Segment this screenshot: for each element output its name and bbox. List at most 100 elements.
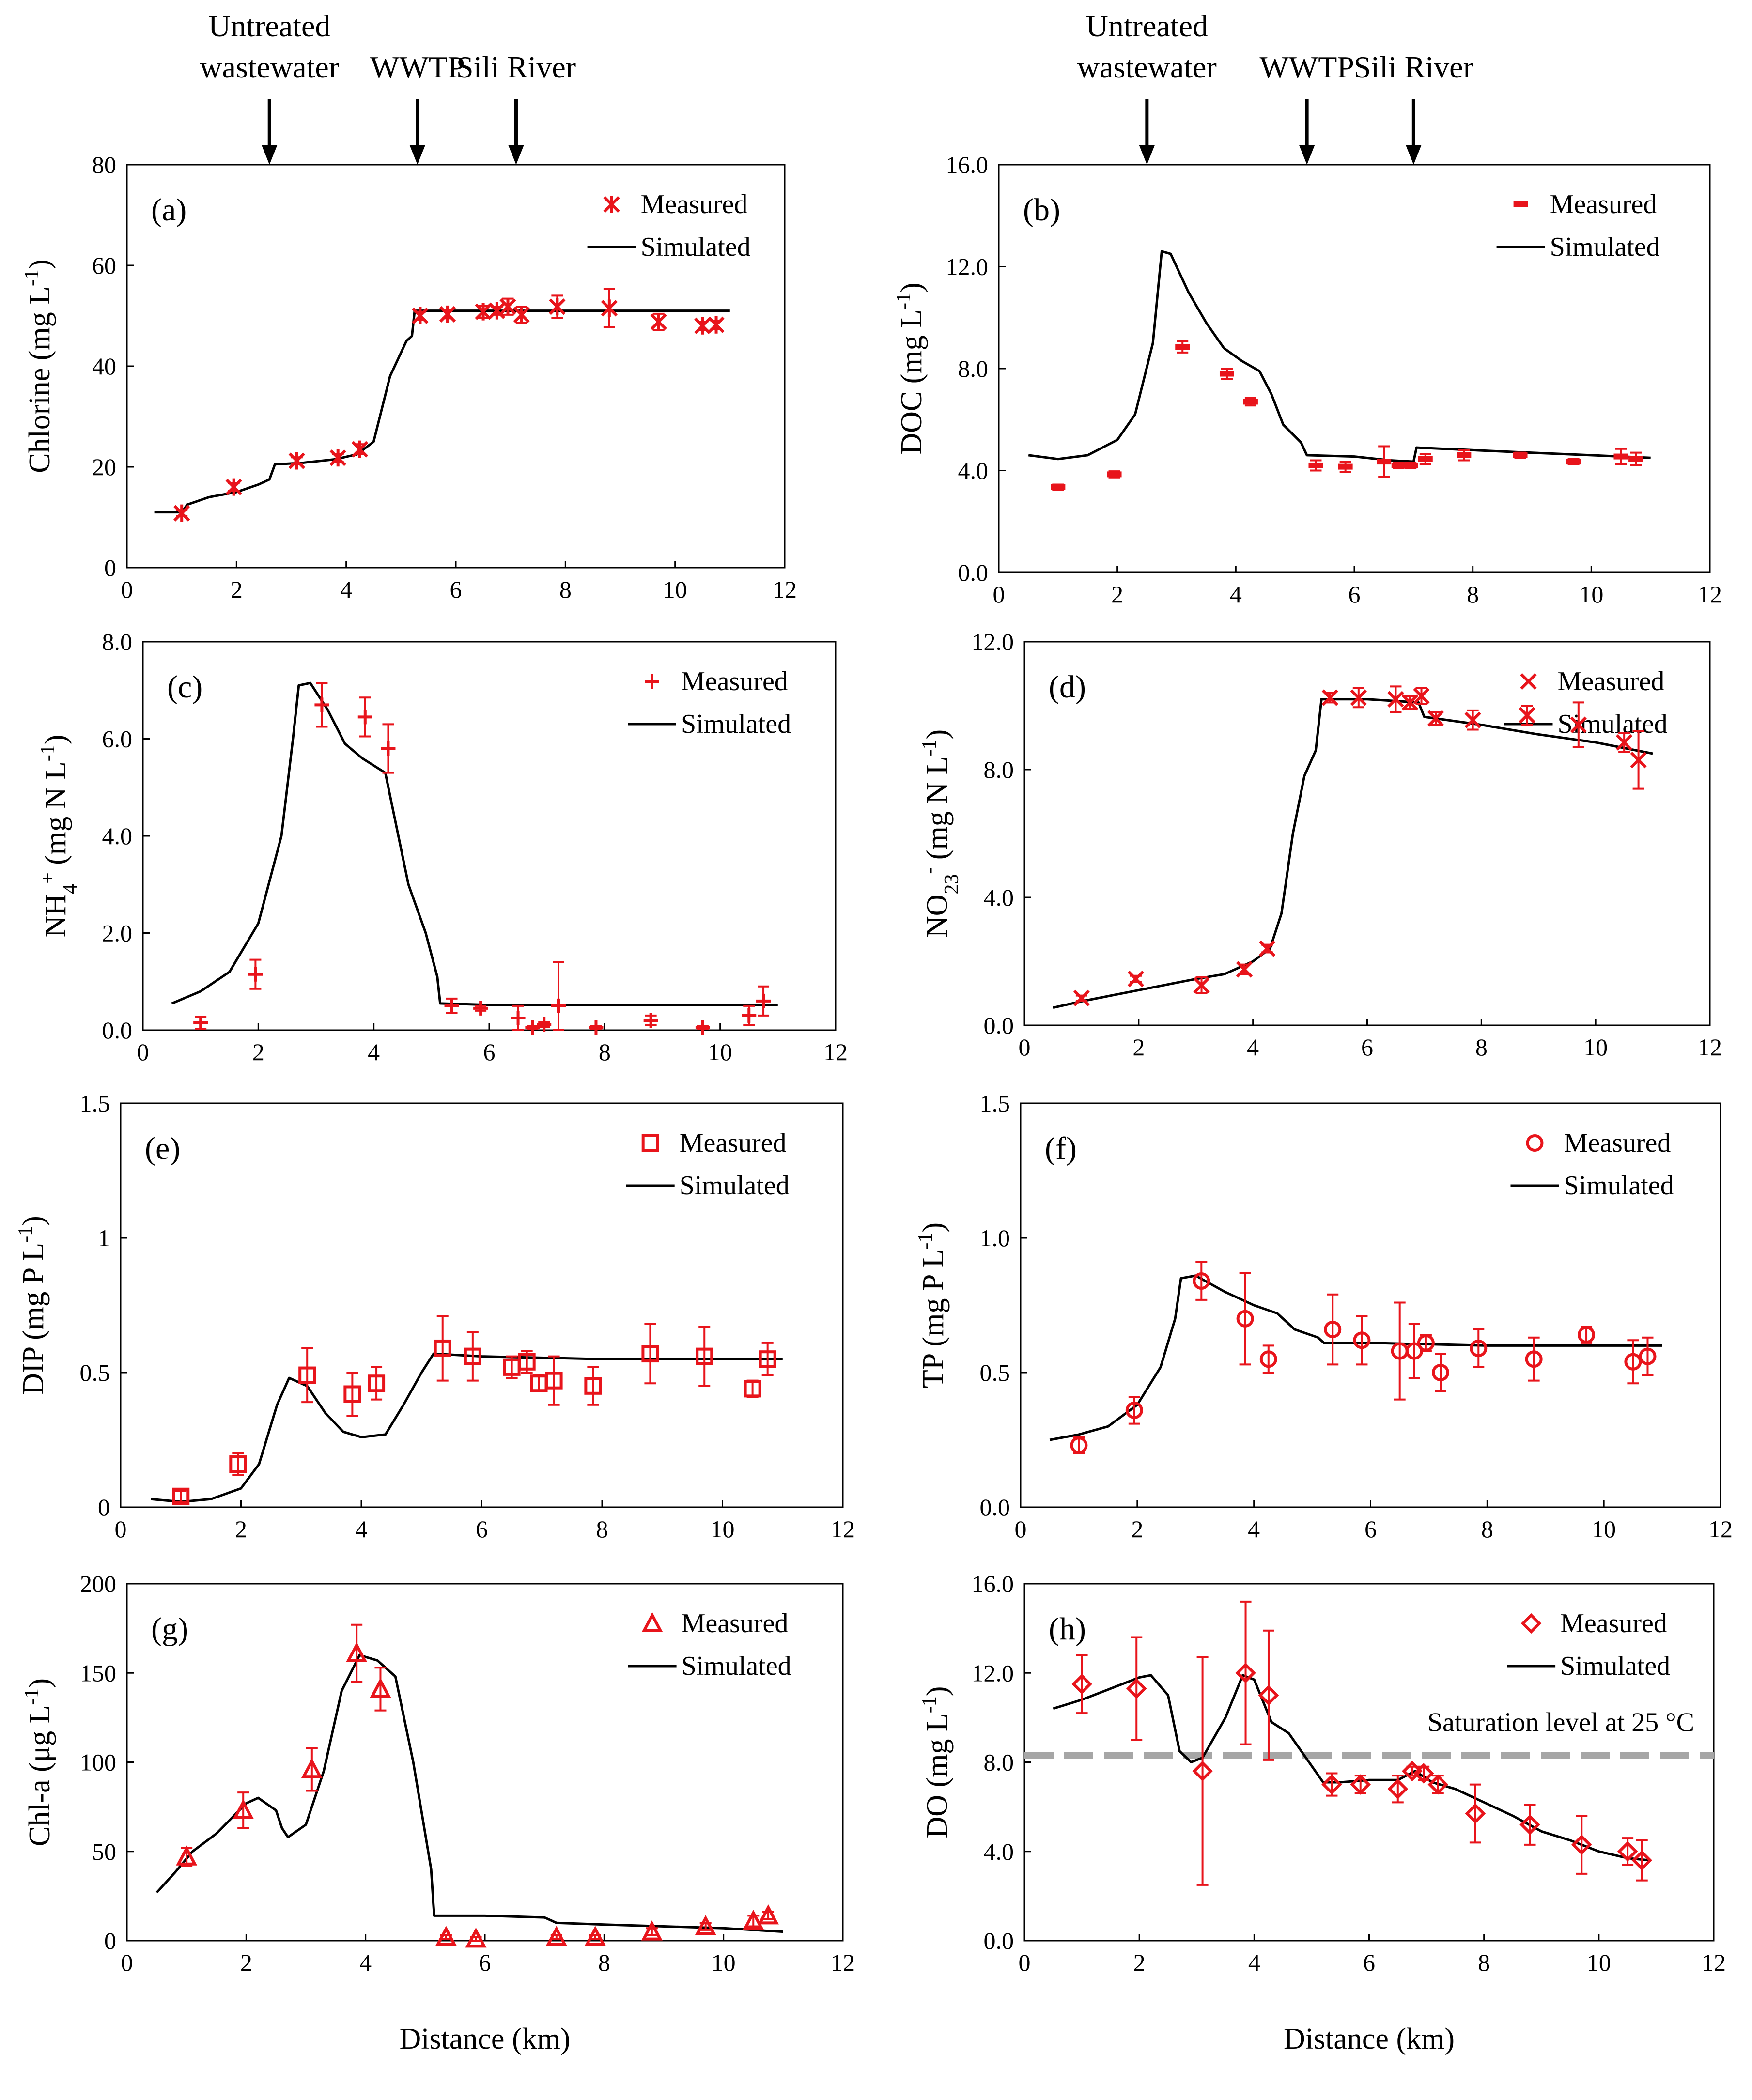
x-tick-label-g-3: 6 — [479, 1949, 491, 1976]
marker-g-6 — [465, 1927, 487, 1948]
marker-e-6 — [464, 1347, 481, 1365]
marker-b-14 — [1613, 453, 1628, 460]
x-tick-label-e-1: 2 — [235, 1515, 247, 1543]
y-tick-label-h-4: 16.0 — [972, 1570, 1014, 1597]
marker-f-5 — [1324, 1321, 1342, 1339]
x-tick-label-d-0: 0 — [1019, 1034, 1031, 1061]
x-tick-label-e-4: 8 — [596, 1515, 608, 1543]
error-bar-h-13 — [1576, 1815, 1588, 1875]
annotation-arrowhead-right-2 — [1406, 145, 1422, 165]
y-label-main: TP (mg P L — [917, 1250, 950, 1388]
panel-label-a: (a) — [151, 192, 186, 228]
marker-e-13 — [696, 1347, 713, 1365]
marker-h-13 — [1571, 1834, 1592, 1855]
x-tick-label-e-6: 12 — [831, 1515, 855, 1543]
marker-d-legend — [1520, 673, 1537, 690]
error-bar-f-8 — [1408, 1323, 1420, 1379]
y-label-tail: ) — [17, 1216, 50, 1226]
x-tick-label-b-0: 0 — [993, 581, 1005, 608]
y-tick-label-a-3: 60 — [92, 252, 116, 279]
marker-d-4 — [1259, 940, 1276, 957]
y-label-sup: -1 — [21, 1688, 43, 1705]
x-tick-label-c-0: 0 — [137, 1038, 149, 1065]
x-tick-label-c-4: 8 — [599, 1038, 611, 1065]
x-tick-label-f-2: 4 — [1248, 1515, 1260, 1543]
y-tick-label-e-2: 1 — [98, 1224, 110, 1251]
legend-simulated-d: Simulated — [1558, 709, 1668, 739]
marker-a-1 — [225, 478, 242, 496]
annotation-label-right-2: Sili River — [1354, 50, 1473, 84]
marker-f-12 — [1525, 1350, 1543, 1368]
x-tick-label-g-2: 4 — [359, 1949, 372, 1976]
marker-h-10 — [1427, 1774, 1449, 1795]
y-tick-label-h-3: 12.0 — [972, 1659, 1014, 1686]
marker-f-10 — [1432, 1364, 1449, 1381]
marker-d-0 — [1073, 989, 1090, 1007]
marker-c-2 — [314, 697, 329, 712]
y-tick-label-e-1: 0.5 — [80, 1359, 110, 1386]
error-bar-f-10 — [1435, 1353, 1446, 1392]
x-tick-label-a-2: 4 — [340, 576, 352, 603]
simulated-line-d — [1053, 698, 1653, 1009]
y-label-sub: 4 — [59, 884, 81, 894]
marker-b-10 — [1418, 456, 1433, 462]
marker-h-15 — [1631, 1850, 1653, 1871]
legend-measured-b: Measured — [1550, 189, 1657, 219]
annotation-arrowhead-left-2 — [508, 145, 524, 165]
x-tick-label-c-2: 4 — [368, 1038, 380, 1065]
annotation-arrowhead-right-0 — [1139, 145, 1155, 165]
y-tick-label-h-0: 0.0 — [984, 1927, 1014, 1954]
plot-frame-f — [1020, 1102, 1721, 1508]
marker-h-11 — [1465, 1803, 1486, 1824]
legend-measured-a: Measured — [641, 189, 748, 219]
marker-f-14 — [1624, 1353, 1642, 1371]
y-axis-label-h: DO (mg L-1) — [918, 1686, 954, 1838]
marker-a-5 — [412, 307, 429, 324]
marker-d-15 — [1630, 752, 1647, 769]
plot-frame-c — [142, 641, 837, 1031]
marker-g-9 — [641, 1920, 663, 1941]
error-bar-e-12 — [644, 1323, 656, 1385]
marker-b-11 — [1457, 452, 1472, 458]
plot-frame-a — [126, 164, 786, 569]
marker-a-11 — [549, 298, 566, 316]
annotation-label-left-0: Untreated — [208, 9, 330, 43]
x-tick-label-g-0: 0 — [121, 1949, 133, 1976]
simulated-line-h — [1053, 1674, 1651, 1862]
marker-b-legend — [1513, 201, 1528, 207]
marker-d-3 — [1236, 961, 1253, 978]
marker-b-13 — [1566, 459, 1581, 465]
marker-h-0 — [1071, 1674, 1092, 1695]
x-tick-label-h-0: 0 — [1019, 1949, 1031, 1976]
error-bar-h-4 — [1262, 1629, 1274, 1761]
x-tick-label-f-5: 10 — [1592, 1515, 1616, 1543]
y-tick-label-g-1: 50 — [92, 1838, 116, 1865]
annotation-arrowhead-right-1 — [1299, 145, 1315, 165]
error-bar-f-15 — [1642, 1336, 1654, 1376]
marker-f-9 — [1417, 1334, 1435, 1352]
y-tick-label-a-2: 40 — [92, 353, 116, 380]
plot-frame-e — [120, 1102, 844, 1508]
x-tick-label-c-6: 12 — [823, 1038, 848, 1065]
x-tick-label-a-1: 2 — [231, 576, 243, 603]
marker-a-3 — [329, 449, 346, 467]
x-tick-label-b-1: 2 — [1111, 581, 1123, 608]
plot-frame-b — [998, 164, 1711, 573]
error-bar-e-4 — [371, 1366, 383, 1401]
annotation-label-right-0: wastewater — [1077, 50, 1217, 84]
marker-g-5 — [435, 1926, 457, 1946]
y-axis-label-c: NH4+ (mg N L-1) — [37, 735, 81, 938]
y-tick-label-b-2: 8.0 — [958, 355, 989, 382]
error-bar-e-15 — [761, 1342, 774, 1376]
marker-c-8 — [525, 1020, 540, 1035]
x-tick-label-d-3: 6 — [1361, 1034, 1373, 1061]
marker-g-11 — [743, 1910, 764, 1930]
marker-c-14 — [742, 1008, 757, 1023]
y-tick-label-f-3: 1.5 — [980, 1090, 1010, 1117]
marker-a-12 — [601, 299, 618, 317]
y-tick-label-a-1: 20 — [92, 453, 116, 480]
legend-simulated-e: Simulated — [680, 1171, 790, 1201]
simulated-line-g — [155, 1653, 783, 1933]
y-axis-label-e: DIP (mg P L-1) — [15, 1216, 50, 1395]
error-bar-e-9 — [533, 1374, 545, 1392]
